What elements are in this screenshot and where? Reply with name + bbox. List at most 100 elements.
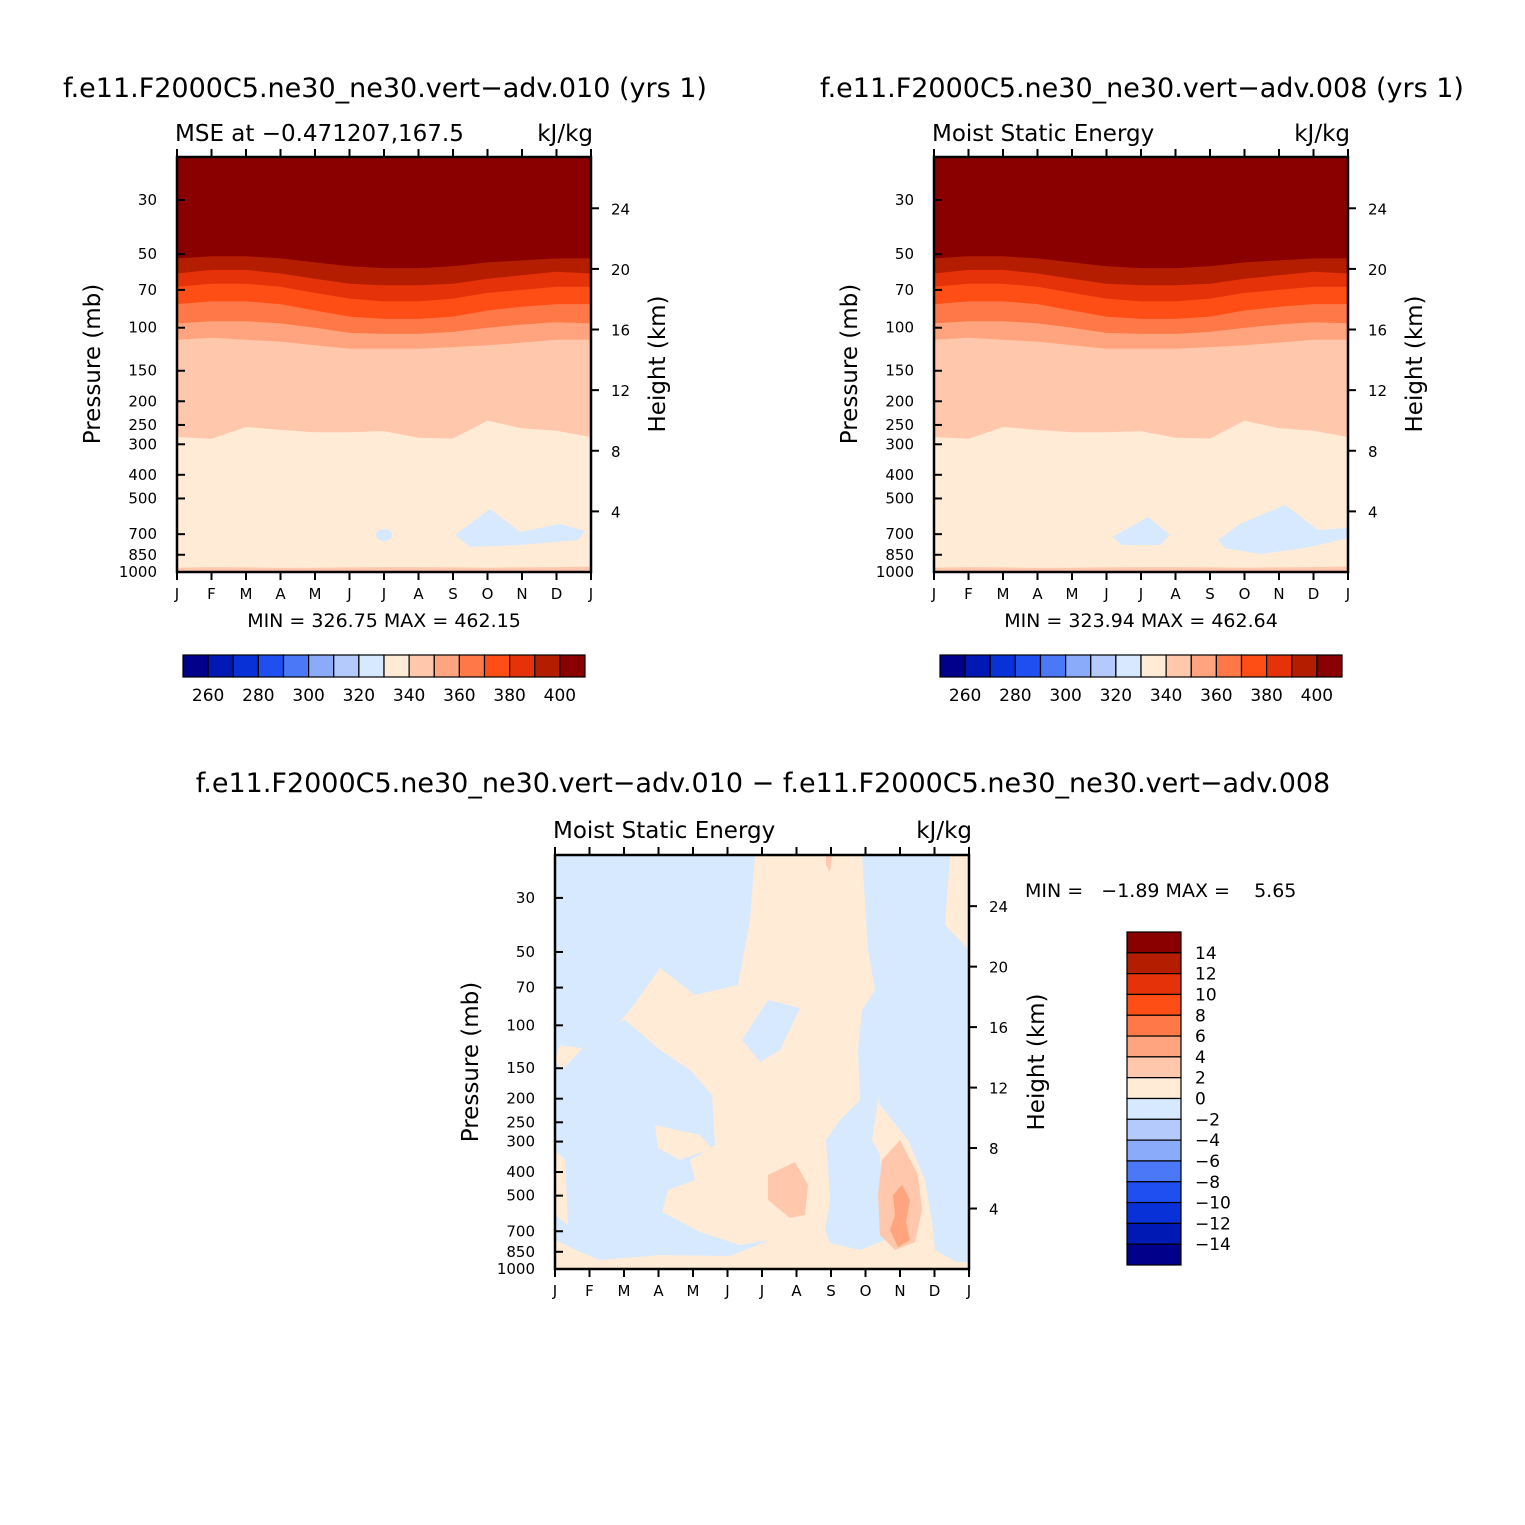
x-tick-label: D [1308,585,1320,603]
colorbar-box [1126,1056,1182,1079]
x-tick-label: J [1103,585,1108,603]
neg-region [1218,505,1348,554]
y-tick-label: 200 [885,392,914,410]
y-tick-label: 70 [895,281,914,299]
neg-region [825,855,969,1269]
x-tick-label: J [966,1282,971,1300]
x-tick-label: M [240,585,253,603]
x-tick-label: F [207,585,216,603]
colorbar-box [1115,654,1142,678]
colorbar-label: 10 [1195,985,1217,1005]
x-tick-label: J [1138,585,1143,603]
x-tick-label: A [275,585,286,603]
x-tick-label: S [1205,585,1215,603]
colorbar-label: 340 [1150,686,1182,706]
colorbar-box [483,654,511,678]
colorbar-box [333,654,360,678]
colorbar-box [1291,654,1318,678]
y-tick-label: 50 [138,245,157,263]
neg-region [1112,517,1170,545]
neg-region [742,1000,800,1062]
colorbar-box [1126,1222,1182,1245]
x-tick-label: N [894,1282,905,1300]
colorbar-label: 280 [242,686,274,706]
colorbar-box [257,654,285,678]
colorbar-label: −10 [1195,1194,1231,1214]
colorbar-box [282,654,310,678]
min-max-difference: MIN = −1.89 MAX = 5.65 [1025,880,1296,902]
pos-region [555,1150,568,1225]
colorbar-box [1140,654,1167,678]
y-right-tick-label: 4 [611,503,621,521]
y-right-tick-label: 20 [1368,261,1387,279]
colorbar-box [1126,1181,1182,1204]
y-tick-label: 850 [506,1243,535,1261]
colorbar-box [1316,654,1343,678]
colorbar-label: 260 [949,686,981,706]
colorbar-label: 300 [1049,686,1081,706]
y-tick-label: 300 [128,435,157,453]
colorbar-box [1215,654,1243,678]
x-tick-label: J [724,1282,729,1300]
colorbar-box [458,654,486,678]
colorbar-label: 2 [1195,1069,1206,1089]
colorbar-label: 260 [192,686,224,706]
x-tick-label: S [826,1282,836,1300]
colorbar-box [383,654,410,678]
colorbar-box [1240,654,1268,678]
colorbar-box [1126,1014,1182,1037]
y-right-tick-label: 4 [989,1201,999,1219]
x-tick-label: A [653,1282,664,1300]
y-right-tick-label: 20 [989,959,1008,977]
colorbar-label: 6 [1195,1027,1206,1047]
colorbar-box [1126,1118,1182,1141]
colorbar-box [1126,931,1182,954]
colorbar-box [559,654,586,678]
contour-fill-top-right [934,157,1348,572]
x-tick-label: A [791,1282,802,1300]
colorbar-box [207,654,234,678]
pos-region-2-4 [768,1162,808,1218]
colorbar-box [1165,654,1192,678]
colorbar-box [232,654,259,678]
contour-fill-top-left [177,157,591,572]
y-tick-label: 850 [885,546,914,564]
colorbar-label: 300 [292,686,324,706]
x-tick-label: F [585,1282,594,1300]
colorbar-label: 0 [1195,1090,1206,1110]
contour-band-6 [177,420,591,572]
colorbar-label: 4 [1195,1048,1206,1068]
colorbar-top-right: 260 280 300 320 340 360 380 400 [939,654,1343,706]
colorbar-box [408,654,435,678]
y-right-tick-label: 16 [611,322,630,340]
x-tick-label: M [309,585,322,603]
colorbar-box [509,654,536,678]
colorbar-box [1126,1201,1182,1224]
y-tick-label: 250 [885,416,914,434]
x-tick-label: J [588,585,593,603]
y-tick-label: 30 [895,191,914,209]
neg-region [376,529,392,541]
contour-band-7 [934,566,1348,572]
y-right-tick-label: 8 [989,1140,999,1158]
y-tick-label: 200 [128,392,157,410]
colorbar-label: 12 [1195,965,1217,985]
x-tick-label: A [1170,585,1181,603]
y-tick-label: 200 [506,1090,535,1108]
y-tick-label: 150 [128,362,157,380]
subtitle-left-difference: Moist Static Energy [553,818,775,844]
y-right-axis-label-top-right: Height (km) [1402,295,1428,432]
colorbar-box [1126,1035,1182,1058]
title-difference: f.e11.F2000C5.ne30_ne30.vert−adv.010 − f… [196,768,1331,799]
y-tick-label: 700 [128,525,157,543]
colorbar-label: 380 [1250,686,1282,706]
units-top-left: kJ/kg [537,121,593,147]
y-right-tick-label: 8 [1368,443,1378,461]
y-tick-label: 1000 [497,1260,535,1278]
colorbar-label: 380 [493,686,525,706]
y-tick-label: 50 [895,245,914,263]
colorbar-box [989,654,1016,678]
title-top-left: f.e11.F2000C5.ne30_ne30.vert−adv.010 (yr… [63,73,707,104]
y-tick-label: 150 [506,1059,535,1077]
y-right-tick-label: 12 [1368,382,1387,400]
